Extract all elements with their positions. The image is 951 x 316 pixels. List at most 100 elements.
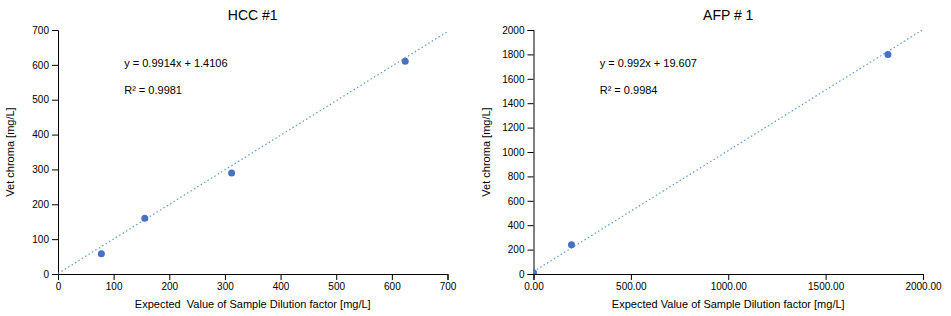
tick: 700 [32, 25, 58, 36]
tick: 400 [273, 274, 290, 292]
annotation: R² = 0.9984 [600, 84, 658, 96]
tick-label: 400 [32, 129, 49, 140]
tick: 0 [56, 274, 62, 292]
panel: 0.00 500.00 1000.00 1500.00 2000.00 0 200 400 60… [480, 7, 943, 310]
tick-label: 700 [440, 281, 457, 292]
tick-mark [52, 30, 58, 31]
tick-mark [528, 30, 534, 31]
tick-mark [528, 274, 534, 275]
tick: 1000 [502, 147, 533, 158]
tick: 0.00 [524, 274, 544, 292]
tick-label: 100 [32, 234, 49, 245]
tick-label: 0 [43, 269, 49, 280]
tick-mark [826, 274, 827, 280]
tick-label: 600 [32, 60, 49, 71]
tick-label: 400 [508, 220, 525, 231]
tick-label: 1600 [502, 74, 525, 85]
tick: 200 [161, 274, 178, 292]
axis-line [59, 275, 449, 281]
tick-mark [52, 239, 58, 240]
tick-label: 1200 [502, 122, 525, 133]
tick: 600 [32, 60, 58, 71]
trendline [58, 32, 448, 274]
tick-mark [392, 274, 393, 280]
annotation: y = 0.9914x + 1.4106 [124, 57, 227, 69]
tick: 700 [440, 274, 457, 292]
tick: 600 [384, 274, 401, 292]
tick-mark [528, 79, 534, 80]
tick: 1400 [502, 98, 533, 109]
tick-mark [631, 274, 632, 280]
tick-label: 400 [273, 281, 290, 292]
tick: 400 [32, 129, 58, 140]
trendline [534, 30, 924, 272]
y-axis-label: Vet chroma [mg/L] [480, 107, 492, 196]
tick-mark [528, 103, 534, 104]
tick-label: 2000.00 [905, 281, 942, 292]
y-axis-label: Vet chroma [mg/L] [4, 107, 16, 196]
chart-svg: 0 100 200 300 400 500 600 700 0 100 200 300 400 500 60… [0, 0, 951, 316]
tick-mark [528, 250, 534, 251]
tick: 200 [508, 244, 534, 255]
tick: 1800 [502, 49, 533, 60]
tick: 1000.00 [711, 274, 748, 292]
tick-mark [448, 274, 449, 280]
tick: 600 [508, 196, 534, 207]
tick: 0 [519, 269, 534, 280]
tick-mark [169, 274, 170, 280]
tick-label: 0.00 [524, 281, 544, 292]
tick: 500 [328, 274, 345, 292]
y-axis: 0 100 200 300 400 500 600 700 [32, 25, 58, 280]
tick-label: 1000.00 [711, 281, 748, 292]
x-axis-label: Expected Value of Sample Dilution factor… [135, 298, 371, 310]
x-axis: 0 100 200 300 400 500 600 700 [56, 274, 457, 292]
tick-label: 700 [32, 25, 49, 36]
tick-mark [52, 65, 58, 66]
tick-label: 100 [106, 281, 123, 292]
tick: 300 [217, 274, 234, 292]
tick-label: 200 [161, 281, 178, 292]
tick-label: 300 [217, 281, 234, 292]
tick-label: 0 [56, 281, 62, 292]
tick-mark [52, 274, 58, 275]
tick-mark [52, 135, 58, 136]
tick-label: 1000 [502, 147, 525, 158]
tick-mark [528, 54, 534, 55]
tick-mark [114, 274, 115, 280]
tick-label: 500 [32, 94, 49, 105]
tick-label: 500.00 [616, 281, 647, 292]
axis-line [528, 31, 535, 275]
point [228, 169, 235, 176]
x-axis: 0.00 500.00 1000.00 1500.00 2000.00 [524, 274, 942, 292]
point [884, 51, 891, 58]
tick-label: 1500.00 [808, 281, 845, 292]
tick-label: 0 [519, 269, 525, 280]
point [568, 241, 575, 248]
panel: 0 100 200 300 400 500 600 700 0 100 200 300 400 500 60… [4, 7, 457, 310]
tick: 1600 [502, 74, 533, 85]
point [534, 269, 538, 274]
y-axis: 0200400600800100012001400160018002000 [502, 25, 534, 280]
tick-label: 600 [508, 196, 525, 207]
tick-mark [281, 274, 282, 280]
tick-mark [52, 204, 58, 205]
point [402, 58, 409, 65]
tick: 1200 [502, 122, 533, 133]
plot-area [58, 32, 448, 274]
title: AFP # 1 [703, 7, 754, 23]
tick-label: 500 [328, 281, 345, 292]
tick-label: 200 [508, 244, 525, 255]
tick-label: 200 [32, 199, 49, 210]
plot-area [534, 30, 924, 274]
tick: 200 [32, 199, 58, 210]
tick-label: 800 [508, 171, 525, 182]
tick: 100 [32, 234, 58, 245]
tick: 0 [43, 269, 58, 280]
axis-line [52, 31, 59, 275]
x-axis-label: Expected Value of Sample Dilution factor… [612, 298, 845, 310]
tick-mark [528, 225, 534, 226]
tick: 100 [106, 274, 123, 292]
tick-mark [52, 100, 58, 101]
tick-label: 300 [32, 164, 49, 175]
tick-mark [528, 201, 534, 202]
